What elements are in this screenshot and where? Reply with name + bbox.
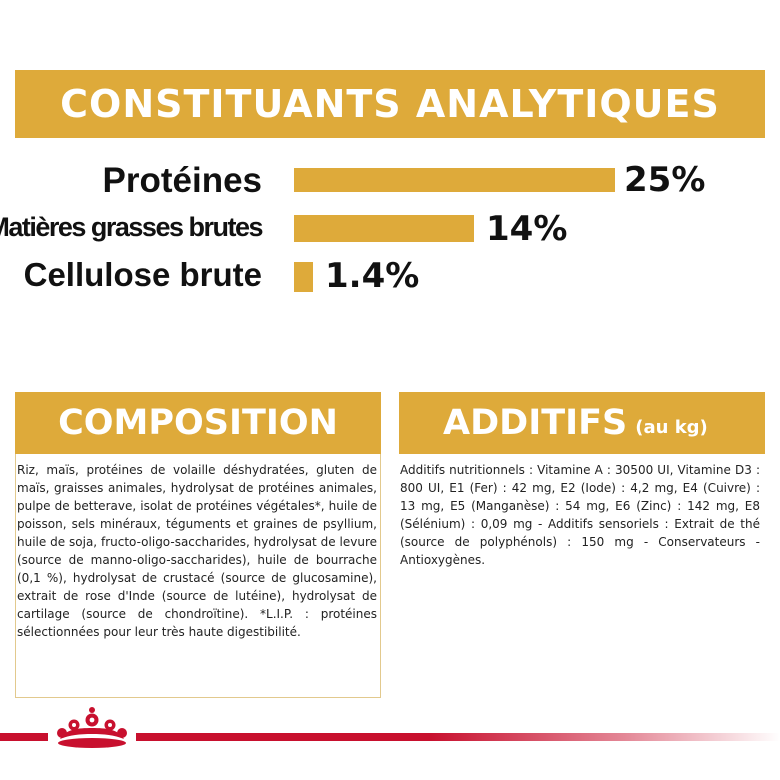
nutrient-bar-matieres-grasses bbox=[294, 215, 474, 242]
nutrient-value-cellulose: 1.4% bbox=[325, 256, 420, 296]
analytics-banner: CONSTITUANTS ANALYTIQUES bbox=[15, 70, 765, 138]
nutrient-bar-cellulose bbox=[294, 262, 313, 292]
composition-text: Riz, maïs, protéines de volaille déshydr… bbox=[17, 463, 377, 639]
nutrient-label-cellulose: Cellulose brute bbox=[23, 256, 262, 293]
additifs-subtitle: (au kg) bbox=[635, 416, 708, 438]
composition-title: COMPOSITION bbox=[58, 403, 338, 443]
composition-box bbox=[15, 454, 381, 698]
nutrient-label-proteines: Protéines bbox=[102, 161, 263, 200]
analytics-title: CONSTITUANTS ANALYTIQUES bbox=[60, 82, 720, 126]
nutrient-label-matieres-grasses: Matières grasses brutes bbox=[0, 212, 263, 242]
nutrient-bar-proteines bbox=[294, 168, 615, 192]
additifs-banner: ADDITIFS (au kg) bbox=[399, 392, 765, 454]
nutrient-value-matieres-grasses: 14% bbox=[486, 209, 568, 249]
nutrient-value-proteines: 25% bbox=[624, 160, 706, 200]
brand-footer-line bbox=[0, 733, 780, 741]
composition-banner: COMPOSITION bbox=[15, 392, 381, 454]
additifs-text: Additifs nutritionnels : Vitamine A : 30… bbox=[400, 463, 760, 567]
royal-canin-crown-icon bbox=[48, 704, 136, 752]
additifs-title: ADDITIFS bbox=[443, 403, 628, 443]
